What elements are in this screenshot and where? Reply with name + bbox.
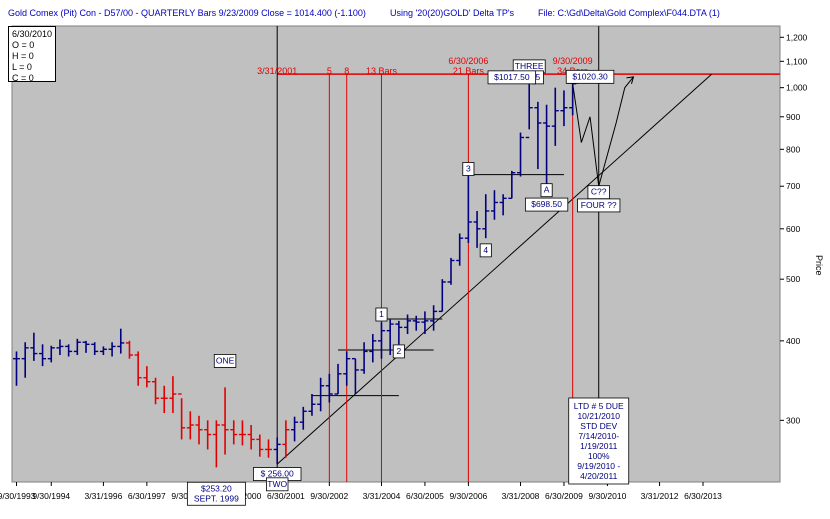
ltd-box-text: 7/14/2010- (578, 431, 619, 441)
x-tick-label: 6/30/2013 (684, 491, 722, 501)
ohlc-date: 6/30/2010 (12, 29, 53, 39)
boxed-label (487, 70, 537, 85)
x-tick-label: 3/31/1996 (84, 491, 122, 501)
ohlc-low: L = 0 (12, 62, 32, 72)
boxed-label-text: TWO (267, 479, 287, 489)
boxed-label-text: $698.50 (531, 199, 562, 209)
y-tick-label: 900 (786, 112, 800, 122)
ohlc-box: 6/30/2010 O = 0 H = 0 L = 0 C = 0 (8, 26, 56, 83)
boxed-label-text: 1 (379, 309, 384, 319)
vertical-line-label: 21 Bars (453, 66, 485, 76)
boxed-label (265, 477, 289, 492)
boxed-label-text: $ 256.00 (261, 469, 294, 479)
boxed-label (462, 162, 475, 176)
boxed-label (375, 307, 388, 322)
vertical-line-label: 13 Bars (366, 66, 398, 76)
ltd-box-text: 4/20/2011 (580, 471, 617, 481)
boxed-label-text: FOUR ?? (581, 200, 617, 210)
x-tick-label: 6/30/2009 (545, 491, 583, 501)
x-tick-label: 6/30/1997 (128, 491, 166, 501)
x-tick-label: 3/31/2012 (641, 491, 679, 501)
plot-background (11, 25, 781, 483)
y-tick-label: 1,100 (786, 56, 808, 66)
x-tick-label: 9/30/2010 (589, 491, 627, 501)
y-tick-label: 500 (786, 274, 800, 284)
vertical-line-label: 9/30/2009 (553, 56, 593, 66)
x-tick-label: 3/31/2008 (502, 491, 540, 501)
ohlc-high: H = 0 (12, 51, 34, 61)
boxed-label (186, 481, 246, 506)
ltd-box-text: 1/19/2011 (580, 441, 617, 451)
vertical-line-label: 3/31/2001 (257, 66, 297, 76)
boxed-label-text: C?? (591, 187, 607, 197)
chart-title: Gold Comex (Pit) Con - D57/00 - QUARTERL… (8, 8, 366, 18)
boxed-label-text: THREE (515, 61, 544, 71)
ltd-box-text: 100% (588, 451, 610, 461)
y-tick-label: 800 (786, 144, 800, 154)
boxed-label (540, 183, 553, 198)
chart-using-text: Using '20(20)GOLD' Delta TP's (390, 8, 515, 18)
x-tick-label: 9/30/2002 (310, 491, 348, 501)
boxed-label-text: $253.20 (201, 483, 232, 493)
boxed-label-text: A (544, 185, 550, 195)
vertical-line-label: 5 (327, 66, 332, 76)
boxed-label-text: $1017.50 (494, 72, 530, 82)
boxed-label (479, 243, 492, 258)
ltd-box-text: 10/21/2010 (577, 411, 620, 421)
boxed-label (577, 198, 621, 213)
ltd-box (568, 397, 630, 485)
chart-file-path: File: C:\Gd\Delta\Gold Complex\F044.DTA … (538, 8, 720, 18)
y-tick-label: 1,200 (786, 32, 808, 42)
x-tick-label: 9/30/1994 (32, 491, 70, 501)
x-tick-label: 6/30/2005 (406, 491, 444, 501)
y-tick-label: 1,000 (786, 83, 808, 93)
plot-area: 300 400 500 600 700 800 900 1,000 1,100 1,200 Pric… (0, 25, 824, 506)
ltd-box-text: LTD # 5 DUE (574, 401, 624, 411)
ohlc-open: O = 0 (12, 40, 35, 50)
boxed-label-text: 4 (483, 245, 488, 255)
vertical-line-label: 6/30/2006 (448, 56, 488, 66)
chart-header: Gold Comex (Pit) Con - D57/00 - QUARTERL… (8, 8, 768, 22)
ltd-box-text: 9/19/2010 - (577, 461, 620, 471)
y-tick-label: 600 (786, 224, 800, 234)
boxed-label (392, 344, 405, 359)
boxed-label-text: 3 (466, 163, 471, 173)
boxed-label (524, 197, 569, 212)
boxed-label (565, 69, 615, 84)
x-tick-label: 9/30/1993 (0, 491, 36, 501)
x-tick-label: 3/31/2004 (363, 491, 401, 501)
boxed-label-text: ONE (216, 355, 235, 365)
y-tick-label: 400 (786, 336, 800, 346)
y-tick-label: 300 (786, 415, 800, 425)
uptrend-line (276, 73, 713, 465)
y-tick-label: 700 (786, 181, 800, 191)
vertical-line-label: 8 (344, 66, 349, 76)
ohlc-close: C = 0 (12, 73, 34, 83)
y-axis-label: Price (814, 255, 824, 276)
ltd-box-text: STD DEV (580, 421, 617, 431)
x-tick-label: 6/30/2001 (267, 491, 305, 501)
boxed-label-text: $1020.30 (572, 71, 608, 81)
projection-arrow (626, 76, 635, 84)
boxed-label-text: SEPT. 1999 (194, 493, 239, 503)
boxed-label-text: 2 (396, 346, 401, 356)
boxed-label-text: 5 (536, 72, 541, 82)
boxed-label (213, 354, 237, 368)
x-tick-label: 9/30/2006 (449, 491, 487, 501)
